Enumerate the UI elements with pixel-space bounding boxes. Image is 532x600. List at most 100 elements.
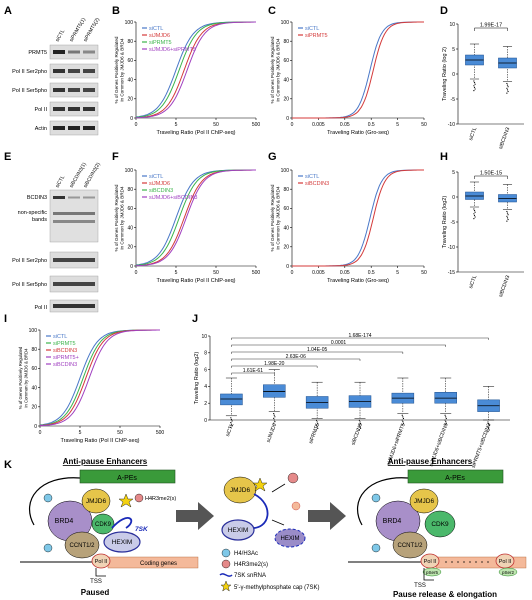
x-tick-label: 0.005 xyxy=(312,122,325,128)
legend-item: siBCDIN3 xyxy=(149,188,173,194)
outlier-point xyxy=(444,419,446,421)
box-siCTL xyxy=(220,393,243,406)
outlier-point xyxy=(473,213,475,215)
k-h4r3-label-left: H4R3me2(s) xyxy=(145,496,176,502)
y-tick-label: 60 xyxy=(31,366,37,372)
outlier-point xyxy=(445,417,447,420)
pvalue-bracket xyxy=(231,344,446,347)
y-tick-label: 8 xyxy=(204,351,207,357)
a-band-label-2: Pol II Ser2pho xyxy=(12,69,47,75)
x-tick-label: 0.05 xyxy=(340,270,350,276)
outlier-point xyxy=(487,426,489,428)
y-tick-label: 0 xyxy=(34,424,37,430)
x-tick-label: 5 xyxy=(175,270,178,276)
legend-item: siBCDIN3 xyxy=(53,362,77,368)
outlier-point xyxy=(506,82,508,85)
y-tick-label: -10 xyxy=(448,245,455,251)
k-loop-right xyxy=(357,477,409,526)
x-axis-label: Traveling Ratio (Gro-seq) xyxy=(327,278,389,284)
x-category-label: siPRMT5+siBCDIN3 xyxy=(471,423,493,469)
x-category-label: siCTL xyxy=(468,127,478,142)
e-lane-1: siCTL xyxy=(55,175,67,189)
e-band-label-top: BCDIN3 xyxy=(27,195,47,201)
panel-i-letter: I xyxy=(4,313,7,325)
k-polii-left xyxy=(91,553,111,569)
y-axis-label: % of Genes Positively Regulatedin Common… xyxy=(18,346,29,409)
pvalue-label: 1.99E-17 xyxy=(480,23,502,29)
y-tick-label: 0 xyxy=(130,116,133,122)
k-ac-mark-left xyxy=(43,543,53,553)
outlier-point xyxy=(474,88,476,90)
outlier-point xyxy=(315,429,318,431)
panel-d-letter: D xyxy=(440,5,448,17)
x-tick-label: 500 xyxy=(156,430,165,436)
pvalue-label: 1.04E-05 xyxy=(307,347,328,353)
y-axis-label-line-2: in Common by JMJD6 & BRD4 xyxy=(120,186,125,249)
outlier-point xyxy=(474,83,476,85)
panel-k-diagram: Anti-pause Enhancers A-PEs BRD4 JMJD6 CD… xyxy=(20,457,527,599)
y-tick-label: 0 xyxy=(286,264,289,270)
outlier-point xyxy=(506,217,509,219)
panel-h-letter: H xyxy=(440,151,448,163)
y-tick-label: 40 xyxy=(283,77,289,83)
y-tick-label: -5 xyxy=(451,97,456,103)
y-axis-label-line-1: % of Genes Positively Regulated xyxy=(114,184,119,251)
outlier-point xyxy=(231,420,233,422)
e-band xyxy=(53,220,95,223)
a-lane-1: siCTL xyxy=(55,29,67,43)
outlier-point xyxy=(402,422,405,424)
outlier-point xyxy=(487,421,489,423)
a-band xyxy=(68,50,80,54)
x-tick-label: 0 xyxy=(135,270,138,276)
outlier-point xyxy=(445,416,447,418)
k-jmjd6-right xyxy=(409,488,439,514)
k-7sk-mid xyxy=(249,493,269,529)
panel-j-letter: J xyxy=(192,313,198,325)
y-tick-label: 5 xyxy=(452,170,455,176)
outlier-point xyxy=(358,424,360,426)
k-ape-left xyxy=(79,469,176,484)
outlier-point xyxy=(506,92,508,94)
pvalue-label: 1.61E-61 xyxy=(243,368,264,374)
k-title-left: Anti-pause Enhancers xyxy=(63,457,148,466)
pvalue-label: 0.0001 xyxy=(331,340,347,346)
outlier-point xyxy=(506,84,509,86)
outlier-point xyxy=(315,424,318,426)
box-siJMJD6 xyxy=(263,384,286,398)
chart-i: 0 20 40 60 80 100 0 5 50 500 Traveling Ratio (Pol … xyxy=(18,328,164,444)
pvalue-label: 1.68E-174 xyxy=(348,333,371,339)
outlier-point xyxy=(359,426,361,428)
y-tick-label: 20 xyxy=(283,97,289,103)
x-category-label: siBCDIN3 xyxy=(498,275,511,299)
a-band-label-5: Actin xyxy=(35,126,47,132)
k-pser2-label: pSer2 xyxy=(502,570,515,575)
y-tick-label: 40 xyxy=(127,77,133,83)
outlier-point xyxy=(445,421,447,423)
k-arrow-small xyxy=(271,483,286,493)
k-ac-mark-right xyxy=(371,543,381,553)
y-tick-label: 60 xyxy=(127,206,133,212)
outlier-point xyxy=(487,427,490,429)
outlier-point xyxy=(273,414,275,416)
k-ac-mark-right xyxy=(371,493,381,503)
chart-b: 0 20 40 60 80 100 0 5 50 500 Traveling Ratio (Pol … xyxy=(114,20,260,136)
y-axis-label-line-2: in Common by JMJD6 & BRD4 xyxy=(120,38,125,101)
panel-a-blot: siCTL siPRMT5(1) siPRMT5(2) PRMT5 Pol II… xyxy=(12,17,101,136)
k-release-label: Pause release & elongation xyxy=(393,590,497,599)
y-tick-label: 40 xyxy=(283,225,289,231)
x-tick-label: 5 xyxy=(396,122,399,128)
e-band xyxy=(53,258,95,262)
k-tss-arrow-right xyxy=(423,568,434,581)
legend-item: siJMJD6 xyxy=(149,181,170,187)
e-band-label-3: Pol II xyxy=(34,305,47,311)
chart-g: 0 20 40 60 80 100 0 0.005 0.05 0.5 5 50 Traveling Ra… xyxy=(270,168,427,284)
outlier-point xyxy=(231,425,233,427)
pvalue-label: 1.98E-20 xyxy=(264,361,285,367)
k-ccnt-left xyxy=(64,531,100,559)
k-brd4-label-left: BRD4 xyxy=(55,518,74,525)
outlier-point xyxy=(360,422,362,425)
a-band xyxy=(53,88,65,92)
legend-item: siJMJD6+siBCDIN3 xyxy=(149,195,197,201)
k-coding-label: Coding genes xyxy=(140,561,177,567)
y-tick-label: -5 xyxy=(451,220,456,226)
